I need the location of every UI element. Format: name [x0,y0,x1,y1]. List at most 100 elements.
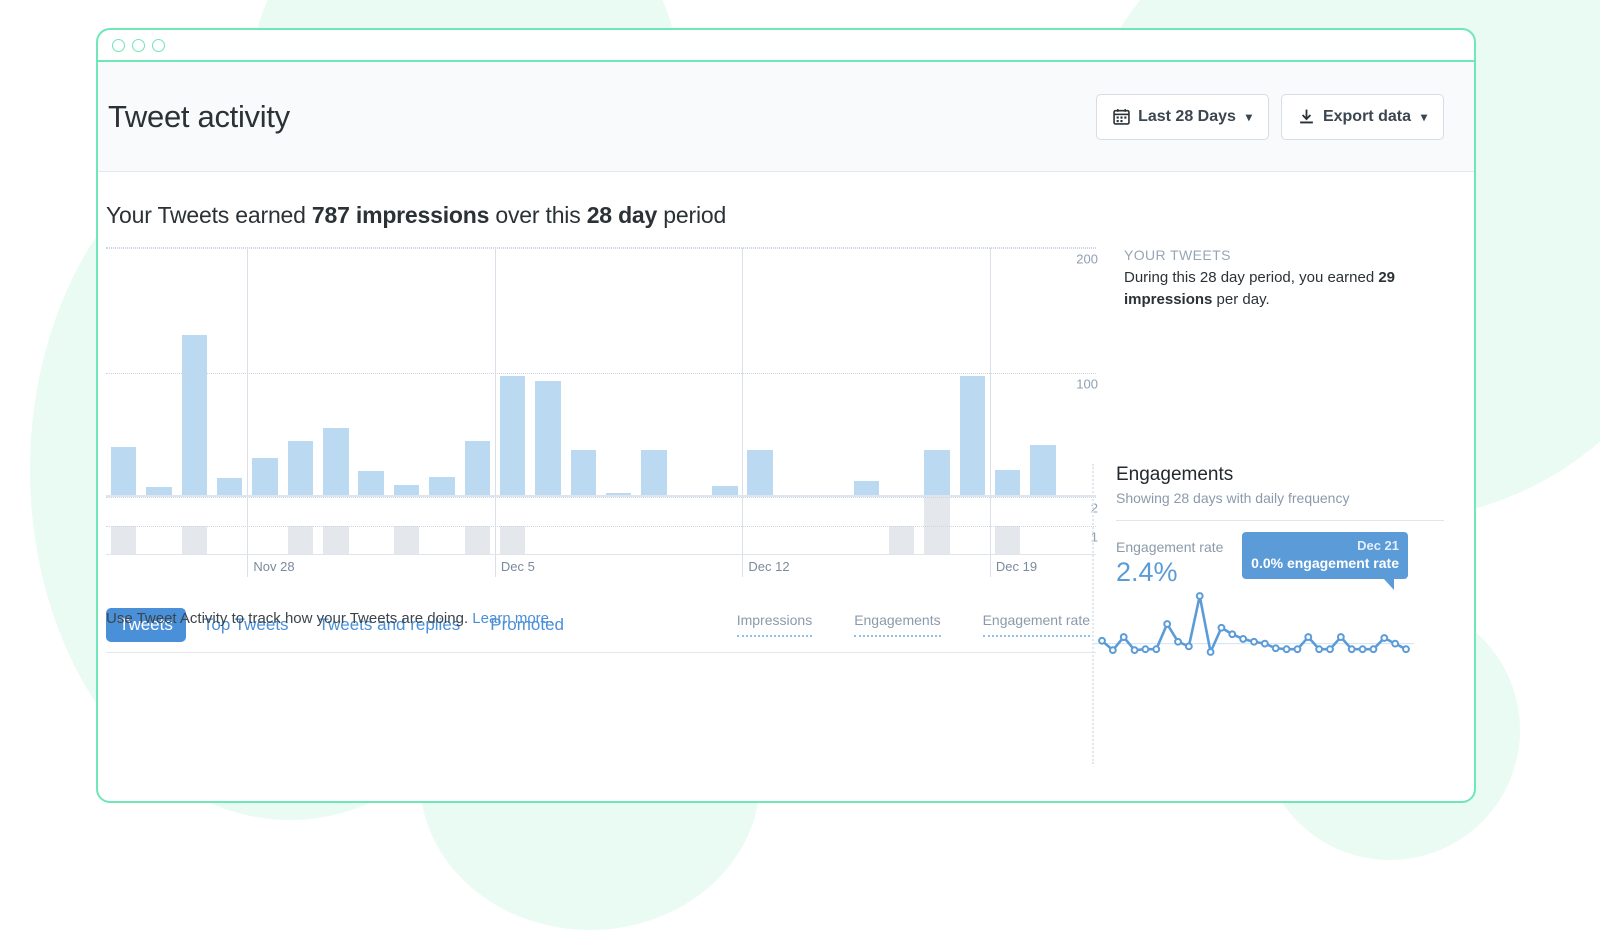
tweets-count-bar[interactable] [888,526,915,555]
tweets-count-slot[interactable] [283,526,318,555]
tab-tweets[interactable]: Tweets [106,607,186,642]
sparkline-point[interactable] [1206,648,1215,656]
impressions-bar-slot[interactable] [742,449,777,497]
tweets-count-slot[interactable] [318,526,353,555]
impressions-bar[interactable] [217,478,243,497]
metric-tab-engagement-rate[interactable]: Engagement rate [982,612,1090,637]
sparkline-point[interactable] [1130,646,1139,655]
sparkline-point[interactable] [1119,633,1128,641]
sparkline-point[interactable] [1391,639,1400,648]
impressions-bar-slot[interactable] [354,470,389,497]
impressions-bar[interactable] [535,380,561,497]
impressions-bar-slot[interactable] [106,447,141,497]
sparkline-point[interactable] [1271,644,1280,653]
impressions-bar-slot[interactable] [566,449,601,497]
impressions-bar[interactable] [358,470,384,497]
impressions-bar-slot[interactable] [849,480,884,497]
impressions-bar-slot[interactable] [424,477,459,497]
impressions-bar[interactable] [323,428,349,497]
tweets-count-slot[interactable] [460,526,495,555]
impressions-bar[interactable] [110,447,137,497]
tweets-count-bar[interactable] [464,526,490,555]
tweets-count-slot[interactable] [177,526,212,555]
impressions-bar-slot[interactable] [247,458,282,497]
impressions-bar[interactable] [146,487,172,497]
sparkline-point[interactable] [1336,633,1345,641]
sparkline-point[interactable] [1402,645,1410,654]
impressions-bar[interactable] [429,477,455,497]
tweets-count-slot[interactable] [990,526,1025,555]
tweets-count-bar[interactable] [287,526,314,555]
impressions-bar-slot[interactable] [460,440,495,497]
sparkline-point[interactable] [1239,635,1248,643]
impressions-bar-slot[interactable] [955,375,990,497]
window-dot-maximize-icon[interactable] [152,38,165,52]
impressions-bar[interactable] [641,449,667,497]
impressions-bar-slot[interactable] [141,487,176,497]
sparkline-point[interactable] [1260,639,1269,648]
sparkline-point[interactable] [1217,623,1226,632]
sparkline-point[interactable] [1304,633,1313,641]
sparkline-point[interactable] [1228,630,1237,639]
impressions-bar-slot[interactable] [707,485,742,497]
impressions-bar[interactable] [712,485,738,497]
sparkline-point[interactable] [1152,645,1161,654]
impressions-bar[interactable] [924,449,950,497]
tweets-count-bar[interactable] [994,526,1021,555]
engagement-rate-sparkline[interactable] [1094,582,1414,664]
tweets-count-bar[interactable] [323,526,349,555]
tweets-count-slot[interactable] [495,526,530,555]
impressions-bar-slot[interactable] [495,375,530,497]
sparkline-point[interactable] [1347,645,1356,654]
sparkline-point[interactable] [1163,620,1172,628]
tab-tweets-and-replies[interactable]: Tweets and replies [318,614,461,634]
tweets-count-bar[interactable] [499,526,526,555]
impressions-bar[interactable] [994,469,1021,497]
sparkline-point[interactable] [1293,645,1302,654]
tweets-count-slot[interactable] [389,526,424,555]
impressions-bar-slot[interactable] [990,469,1025,497]
metric-tab-impressions[interactable]: Impressions [736,612,813,637]
tweets-count-slot[interactable] [106,526,141,555]
window-dot-close-icon[interactable] [112,38,125,52]
sparkline-point[interactable] [1282,645,1291,654]
impressions-bar-slot[interactable] [530,380,565,497]
sparkline-point[interactable] [1250,637,1258,646]
impressions-bar[interactable] [181,334,208,497]
impressions-bar[interactable] [1030,444,1056,497]
metric-tab-engagements[interactable]: Engagements [854,612,941,637]
impressions-bar-slot[interactable] [212,478,247,497]
impressions-bar[interactable] [252,458,278,497]
tweets-count-bar[interactable] [393,526,420,555]
sparkline-point[interactable] [1369,645,1378,654]
impressions-bar-slot[interactable] [1025,444,1060,497]
impressions-bar[interactable] [287,440,314,497]
impressions-bar[interactable] [499,375,526,497]
tab-promoted[interactable]: Promoted [490,614,564,634]
sparkline-point[interactable] [1098,636,1106,645]
impressions-bar-slot[interactable] [636,449,671,497]
tab-top-tweets[interactable]: Top Tweets [202,614,289,634]
sparkline-point[interactable] [1358,645,1367,654]
impressions-bar[interactable] [853,480,879,497]
sparkline-point[interactable] [1141,645,1150,654]
sparkline-point[interactable] [1315,645,1324,654]
impressions-bar-slot[interactable] [919,449,954,497]
impressions-bar-slot[interactable] [177,334,212,497]
date-range-button[interactable]: Last 28 Days ▾ [1096,93,1269,140]
window-dot-minimize-icon[interactable] [132,38,145,52]
impressions-bar[interactable] [747,449,773,497]
sparkline-point[interactable] [1108,646,1117,655]
impressions-bar-slot[interactable] [389,484,424,497]
learn-more-link[interactable]: Learn more. [472,610,554,627]
impressions-bar[interactable] [959,375,986,497]
tweets-count-slot[interactable] [884,526,919,555]
impressions-bar-slot[interactable] [318,428,353,497]
sparkline-point[interactable] [1195,592,1204,600]
sparkline-point[interactable] [1326,645,1334,654]
impressions-bar-slot[interactable] [283,440,318,497]
impressions-bar[interactable] [393,484,420,497]
impressions-bar[interactable] [464,440,490,497]
sparkline-point[interactable] [1380,634,1389,642]
sparkline-point[interactable] [1184,642,1193,651]
